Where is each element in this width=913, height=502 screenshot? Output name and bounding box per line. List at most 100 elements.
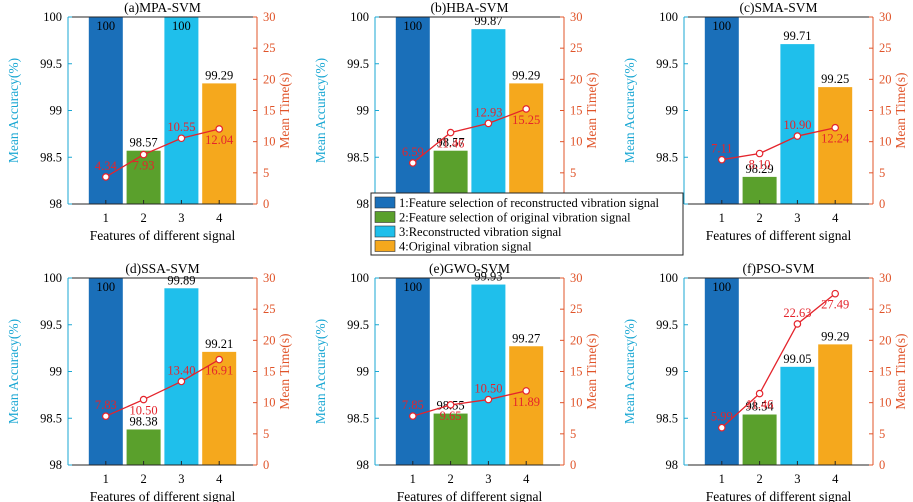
time-value-label: 10.50 [130, 404, 158, 418]
y2-tick-label: 5 [879, 427, 885, 441]
time-point [408, 412, 417, 420]
time-value-label: 15.25 [512, 113, 540, 127]
chart-panel: 100 98.38 99.89 99.21 98 98.5 99 99.5 100 0 5 10 15 2… [6, 261, 292, 502]
y-tick-label: 99.5 [656, 318, 678, 332]
time-series-line [721, 127, 836, 161]
y2-tick-label: 10 [570, 396, 583, 410]
x-axis-label: Features of different signal [90, 228, 236, 243]
bar-value-label: 99.29 [512, 68, 540, 82]
y-tick-label: 99.5 [347, 318, 369, 332]
time-point [177, 134, 186, 143]
x-axis-label: Features of different signal [397, 489, 543, 502]
bar-value-label: 98.54 [746, 400, 775, 414]
bar-value-label: 99.29 [205, 68, 233, 82]
y2-axis-label: Mean Time(s) [277, 333, 292, 409]
time-value-label: 16.91 [205, 364, 233, 378]
bar-value-label: 99.05 [783, 352, 811, 366]
bar-4 [509, 346, 544, 465]
legend-label: 3:Reconstructed vibration signal [399, 225, 562, 239]
bar-value-label: 100 [96, 280, 115, 294]
bar-value-label: 98.57 [130, 136, 158, 150]
time-value-label: 6.59 [402, 145, 424, 159]
y2-axis-label: Mean Time(s) [584, 72, 599, 148]
time-point [102, 173, 110, 181]
x-tick-label: 2 [756, 472, 762, 486]
y2-tick-label: 10 [263, 135, 276, 149]
legend: 1:Feature selection of reconstructed vib… [370, 192, 684, 256]
y2-axis-label: Mean Time(s) [584, 333, 599, 409]
time-point [484, 119, 493, 128]
time-point [522, 387, 531, 395]
y2-tick-label: 20 [879, 72, 892, 86]
x-tick-label: 2 [756, 211, 762, 225]
bar-4 [509, 83, 544, 204]
y2-tick-label: 20 [570, 72, 583, 86]
y-axis-label: Mean Accuracy(%) [622, 58, 637, 163]
time-value-label: 27.49 [821, 298, 849, 312]
bar-value-label: 99.29 [821, 329, 849, 343]
y2-tick-label: 5 [879, 166, 885, 180]
y2-tick-label: 0 [263, 458, 269, 472]
y2-tick-label: 30 [263, 271, 276, 285]
time-value-label: 13.40 [167, 363, 195, 377]
time-series-line [105, 128, 220, 178]
y-tick-label: 99 [357, 365, 370, 379]
y-tick-label: 99.5 [40, 57, 62, 71]
x-tick-label: 1 [103, 472, 109, 486]
legend-box [370, 192, 684, 256]
y2-axis-label: Mean Time(s) [893, 72, 908, 148]
legend-label: 2:Feature selection of original vibratio… [399, 211, 631, 225]
y2-tick-label: 25 [570, 302, 583, 316]
time-point [831, 123, 840, 132]
y-axis-label: Mean Accuracy(%) [6, 319, 21, 424]
y2-axis-label: Mean Time(s) [277, 72, 292, 148]
time-point [177, 377, 186, 386]
bar-2 [433, 413, 468, 465]
y-tick-label: 98 [357, 458, 370, 472]
time-value-label: 12.04 [205, 133, 234, 147]
time-value-label: 7.83 [95, 398, 117, 412]
legend-swatch [374, 211, 396, 223]
time-value-label: 11.46 [437, 137, 465, 151]
legend-label: 4:Original vibration signal [399, 240, 532, 254]
time-value-label: 11.46 [746, 398, 774, 412]
y2-tick-label: 15 [879, 104, 892, 118]
legend-swatch [374, 196, 396, 209]
y-tick-label: 99 [50, 104, 63, 118]
x-tick-label: 3 [794, 472, 800, 486]
bar-1 [395, 17, 430, 204]
x-tick-label: 4 [832, 211, 839, 225]
y2-tick-label: 5 [263, 166, 269, 180]
bar-3 [471, 284, 506, 465]
y-tick-label: 100 [659, 10, 678, 24]
y-tick-label: 99.5 [40, 318, 62, 332]
y-axis-label: Mean Accuracy(%) [6, 58, 21, 163]
y2-tick-label: 30 [879, 271, 892, 285]
bar-1 [704, 17, 739, 204]
y2-tick-label: 15 [570, 104, 583, 118]
bar-value-label: 99.25 [821, 72, 849, 86]
y-tick-label: 98.5 [347, 411, 369, 425]
time-point [831, 289, 840, 298]
y-tick-label: 100 [350, 271, 369, 285]
bar-3 [164, 17, 199, 204]
y2-tick-label: 0 [570, 458, 576, 472]
y2-tick-label: 25 [263, 41, 276, 55]
y2-tick-label: 20 [263, 333, 276, 347]
y2-tick-label: 30 [570, 271, 583, 285]
x-tick-label: 2 [140, 472, 146, 486]
y2-tick-label: 5 [263, 427, 269, 441]
y2-tick-label: 10 [570, 135, 583, 149]
y-axis-label: Mean Accuracy(%) [313, 58, 328, 163]
x-tick-label: 1 [719, 211, 725, 225]
y-tick-label: 98 [50, 458, 63, 472]
bar-4 [202, 351, 237, 465]
time-value-label: 5.99 [711, 410, 733, 424]
time-value-label: 12.24 [821, 132, 850, 146]
y2-tick-label: 25 [570, 41, 583, 55]
time-point [139, 150, 148, 159]
bar-value-label: 99.93 [474, 270, 502, 284]
time-value-label: 7.11 [711, 142, 732, 156]
bar-value-label: 100 [712, 280, 731, 294]
